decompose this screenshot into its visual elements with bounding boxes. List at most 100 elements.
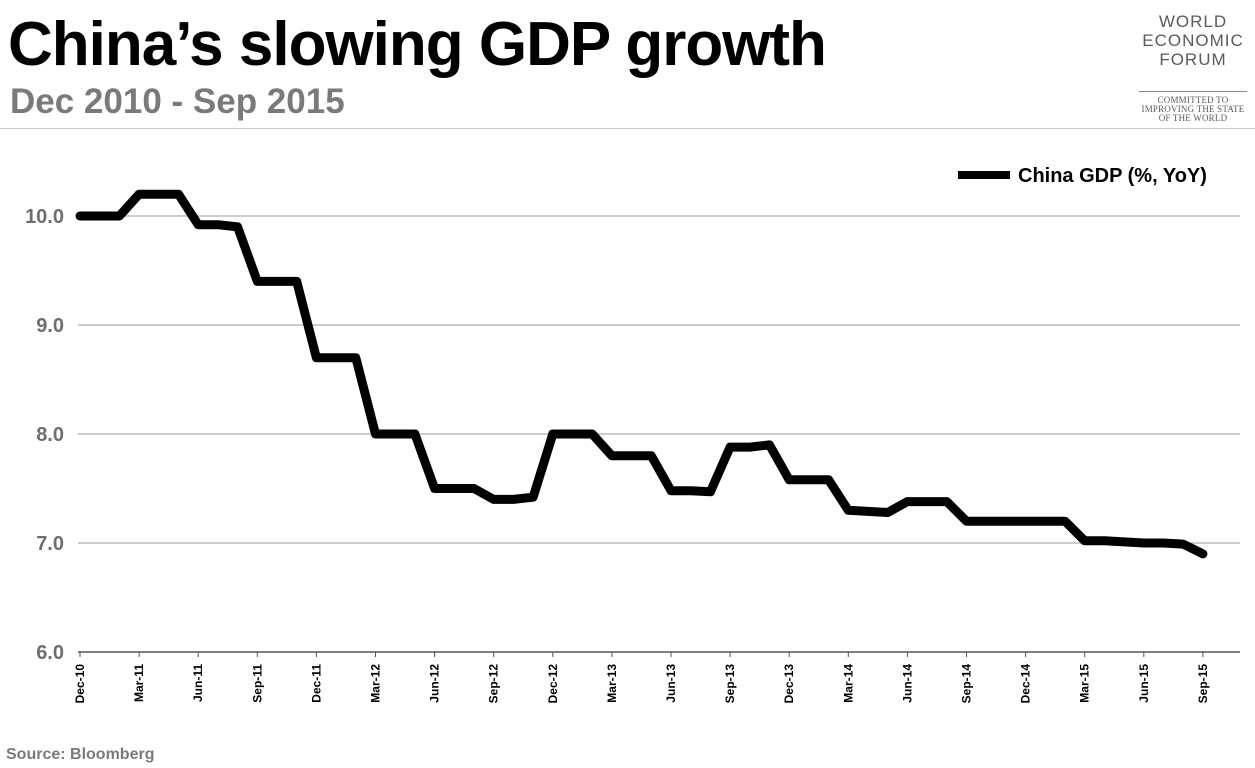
x-tick-label: Mar-11: [132, 664, 146, 702]
logo-divider: [1139, 91, 1247, 92]
x-tick-label: Sep-11: [250, 664, 264, 703]
data-point: [217, 224, 219, 226]
data-point: [650, 455, 652, 457]
data-point: [493, 498, 495, 500]
data-point: [394, 433, 396, 435]
x-tick-label: Dec-10: [73, 664, 87, 704]
data-point: [99, 215, 101, 217]
data-point: [1202, 553, 1204, 555]
data-point: [808, 479, 810, 481]
x-tick-label: Sep-15: [1196, 664, 1210, 704]
data-point: [690, 490, 692, 492]
x-tick-label: Dec-13: [782, 664, 796, 704]
data-point: [276, 280, 278, 282]
series-lines: [75, 189, 1208, 559]
data-point: [118, 215, 120, 217]
x-tick-label: Jun-14: [900, 664, 914, 703]
x-tick-label: Sep-12: [487, 664, 501, 704]
y-tick-label: 7.0: [36, 533, 64, 555]
x-tick-label: Dec-14: [1019, 664, 1033, 704]
x-tick-label: Dec-12: [546, 664, 560, 704]
x-tick-label: Jun-12: [428, 664, 442, 703]
x-tick-label: Mar-13: [605, 664, 619, 703]
data-point: [414, 433, 416, 435]
logo-line-1: WORLD: [1158, 12, 1228, 31]
data-point: [1123, 541, 1125, 543]
data-point: [335, 357, 337, 359]
x-tick-label: Jun-15: [1137, 664, 1151, 703]
data-point: [1143, 542, 1145, 544]
y-tick-label: 6.0: [36, 642, 64, 664]
x-tick-label: Sep-14: [960, 664, 974, 704]
data-point: [79, 215, 81, 217]
data-point: [1182, 543, 1184, 545]
data-point: [591, 433, 593, 435]
series-line-china-gdp: [75, 189, 1208, 559]
legend: China GDP (%, YoY): [958, 165, 1207, 187]
data-point: [473, 488, 475, 489]
data-point: [1103, 540, 1105, 542]
x-tick-label: Mar-14: [841, 664, 855, 703]
data-point: [532, 496, 534, 498]
data-point: [946, 501, 948, 503]
data-point: [315, 357, 317, 359]
data-point: [158, 193, 160, 195]
data-point: [631, 455, 633, 457]
x-tick-label: Jun-13: [664, 664, 678, 703]
data-point: [237, 226, 239, 228]
logo-line-3: FORUM: [1159, 50, 1227, 69]
data-point: [670, 490, 672, 492]
x-axis-ticks: Dec-10 Mar-11 Jun-11 Sep-11 Dec-11 Mar-12 Jun-…: [73, 652, 1210, 703]
data-point: [572, 433, 573, 435]
data-point: [1005, 520, 1007, 522]
source-note: Source: Bloomberg: [6, 746, 155, 763]
data-point: [985, 520, 987, 522]
data-point: [1044, 520, 1046, 522]
x-tick-label: Sep-13: [723, 664, 737, 704]
data-point: [375, 433, 376, 435]
data-point: [828, 479, 830, 481]
data-point: [729, 446, 731, 448]
y-axis-ticks: 10.0 9.0 8.0 7.0 6.0: [25, 206, 64, 664]
x-tick-label: Mar-15: [1078, 664, 1092, 703]
data-point: [749, 446, 751, 448]
x-tick-label: Dec-11: [309, 664, 323, 703]
chart-title: China’s slowing GDP growth: [8, 10, 827, 79]
gdp-line-chart: 10.0 9.0 8.0 7.0 6.0 Dec-10 Mar-11 Jun-11 Sep-1…: [25, 165, 1240, 703]
data-point: [769, 444, 770, 446]
data-point: [847, 509, 849, 511]
data-point: [867, 510, 869, 512]
data-point: [1025, 520, 1027, 522]
data-point: [1064, 520, 1066, 522]
y-tick-label: 10.0: [25, 206, 64, 228]
logo-tagline-2: IMPROVING THE STATE: [1141, 104, 1245, 114]
grid-lines: [78, 215, 1240, 653]
logo-line-2: ECONOMIC: [1142, 31, 1244, 50]
logo-tagline-1: COMMITTED TO: [1157, 95, 1229, 105]
data-point: [552, 433, 554, 435]
y-tick-label: 8.0: [36, 424, 64, 446]
legend-label: China GDP (%, YoY): [1018, 165, 1207, 187]
data-point: [296, 280, 298, 282]
data-point: [178, 193, 179, 195]
wef-logo: WORLD ECONOMIC FORUM COMMITTED TO IMPROV…: [1134, 12, 1252, 124]
data-point: [926, 501, 928, 503]
data-point: [512, 498, 514, 500]
logo-tagline-3: OF THE WORLD: [1158, 113, 1228, 123]
data-point: [709, 491, 711, 493]
data-point: [256, 280, 258, 282]
chart-subtitle: Dec 2010 - Sep 2015: [10, 82, 345, 121]
data-point: [197, 224, 199, 226]
data-point: [788, 479, 790, 481]
data-point: [906, 501, 908, 503]
data-point: [434, 488, 436, 489]
data-point: [611, 455, 613, 457]
x-tick-label: Jun-11: [191, 664, 205, 702]
data-point: [887, 512, 889, 513]
data-point: [355, 357, 357, 359]
data-point: [966, 520, 967, 522]
y-tick-label: 9.0: [36, 315, 64, 337]
data-point: [138, 193, 140, 195]
x-tick-label: Mar-12: [369, 664, 383, 703]
header-divider: [0, 128, 1255, 129]
